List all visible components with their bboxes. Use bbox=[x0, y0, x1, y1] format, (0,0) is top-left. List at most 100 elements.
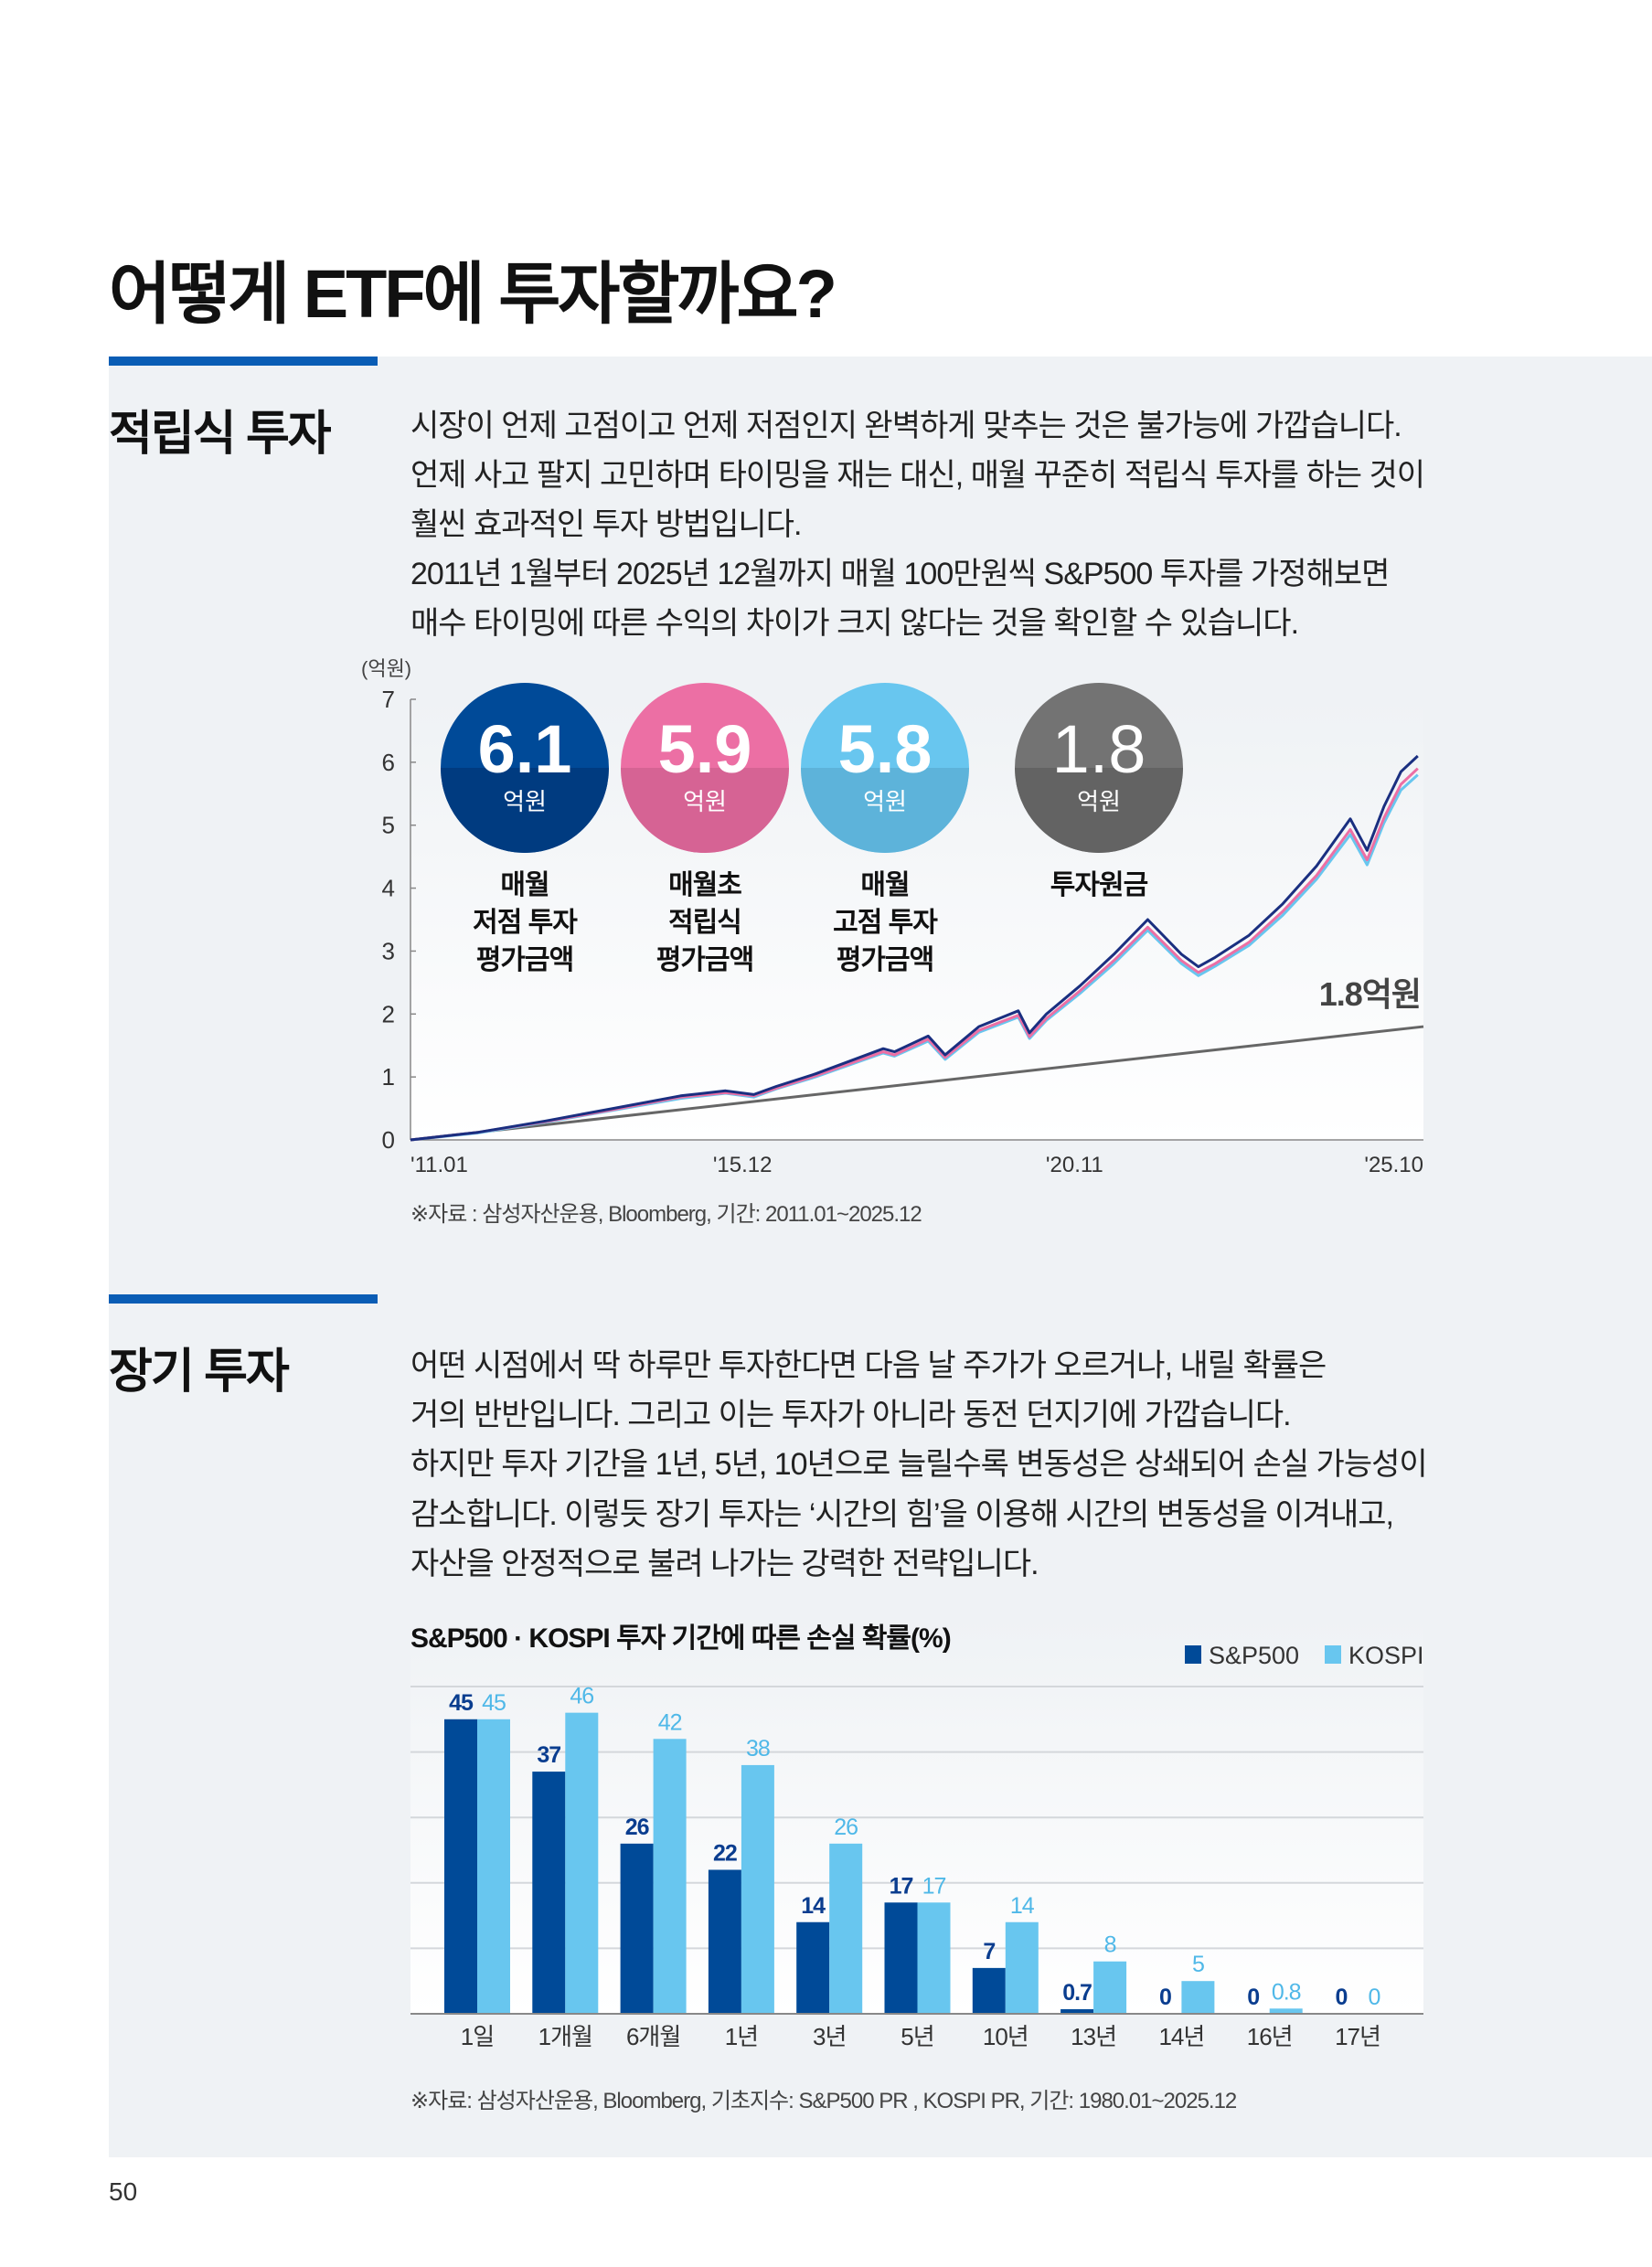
data-label: 0 bbox=[1159, 1985, 1171, 2010]
data-label: 0 bbox=[1336, 1985, 1348, 2010]
x-tick-label: '20.11 bbox=[1046, 1153, 1103, 1177]
circle-label-line: 평가금액 bbox=[475, 945, 574, 975]
circle-unit: 억원 bbox=[1077, 788, 1121, 815]
legend-label: S&P500 bbox=[1209, 1642, 1299, 1669]
x-tick-label: '11.01 bbox=[410, 1153, 468, 1177]
data-label: 45 bbox=[482, 1690, 506, 1716]
bar-kospi bbox=[477, 1719, 510, 2014]
circle-label-line: 매월초 bbox=[668, 870, 742, 900]
data-label: 38 bbox=[746, 1736, 770, 1761]
circle-unit: 억원 bbox=[503, 788, 547, 815]
section-divider bbox=[109, 357, 378, 366]
result-circle: 1.8 억원 bbox=[1015, 683, 1183, 853]
circle-value: 5.9 bbox=[657, 711, 752, 787]
bar-kospi bbox=[1093, 1961, 1127, 2014]
result-circle: 5.9 억원 bbox=[621, 683, 789, 853]
principal-line bbox=[410, 1025, 1424, 1142]
y-tick-label: 3 bbox=[382, 937, 395, 964]
bar-s&p500 bbox=[884, 1902, 918, 2014]
circle-value: 6.1 bbox=[477, 711, 572, 787]
circle-label-line: 적립식 bbox=[668, 908, 742, 938]
result-circle: 6.1 억원 bbox=[441, 683, 609, 853]
x-tick-label: 10년 bbox=[983, 2023, 1029, 2050]
principal-annotation: 1.8억원 bbox=[1319, 975, 1421, 1013]
result-circle: 5.8 억원 bbox=[801, 683, 969, 853]
bar-s&p500 bbox=[532, 1772, 566, 2014]
circle-lower-band bbox=[621, 768, 789, 853]
data-label: 0.7 bbox=[1062, 1980, 1092, 2006]
circle-label-line: 평가금액 bbox=[836, 945, 934, 975]
legend-label: KOSPI bbox=[1348, 1642, 1424, 1669]
legend-swatch-kospi bbox=[1325, 1645, 1341, 1664]
x-tick-label: 16년 bbox=[1247, 2023, 1293, 2050]
circle-label-line: 매월 bbox=[860, 870, 910, 900]
body-line: 하지만 투자 기간을 1년, 5년, 10년으로 늘릴수록 변동성은 상쇄되어 … bbox=[410, 1447, 1428, 1482]
x-tick-label: 1년 bbox=[725, 2023, 758, 2050]
bar-kospi bbox=[1181, 1981, 1215, 2014]
data-label: 14 bbox=[801, 1893, 826, 1919]
chart2-source: ※자료: 삼성자산운용, Bloomberg, 기초지수: S&P500 PR … bbox=[410, 2089, 1237, 2113]
circle-lower-band bbox=[1015, 768, 1183, 853]
y-tick-label: 7 bbox=[382, 686, 395, 713]
circle-label-line: 투자원금 bbox=[1050, 870, 1148, 900]
body-line: 거의 반반입니다. 그리고 이는 투자가 아니라 동전 던지기에 가깝습니다. bbox=[410, 1398, 1292, 1432]
bar-s&p500 bbox=[972, 1967, 1006, 2014]
circle-label-line: 매월 bbox=[500, 870, 549, 900]
y-tick-label: 4 bbox=[382, 875, 395, 902]
series-line-1 bbox=[410, 767, 1419, 1142]
data-label: 5 bbox=[1192, 1952, 1204, 1977]
data-label: 46 bbox=[570, 1684, 593, 1709]
legend-swatch-s&p500 bbox=[1185, 1645, 1201, 1664]
data-label: 7 bbox=[983, 1939, 995, 1964]
bar-kospi bbox=[1005, 1921, 1039, 2014]
circle-lower-band bbox=[441, 768, 609, 853]
circle-value: 1.8 bbox=[1051, 711, 1146, 787]
bar-kospi bbox=[653, 1739, 687, 2014]
bar-kospi bbox=[741, 1764, 774, 2014]
x-tick-label: 5년 bbox=[901, 2023, 933, 2050]
circle-unit: 억원 bbox=[683, 788, 727, 815]
body-line: 2011년 1월부터 2025년 12월까지 매월 100만원씩 S&P500 … bbox=[410, 557, 1390, 591]
bar-kospi bbox=[565, 1712, 599, 2014]
x-tick-label: '25.10 bbox=[1364, 1153, 1423, 1177]
body-line: 감소합니다. 이렇듯 장기 투자는 ‘시간의 힘’을 이용해 시간의 변동성을 … bbox=[410, 1497, 1394, 1532]
data-label: 17 bbox=[922, 1873, 946, 1899]
circle-label-line: 저점 투자 bbox=[473, 908, 578, 938]
section-heading-longterm: 장기 투자 bbox=[109, 1346, 290, 1399]
bar-kospi bbox=[1269, 2008, 1303, 2014]
data-label: 42 bbox=[658, 1709, 682, 1735]
x-tick-label: 3년 bbox=[813, 2023, 846, 2050]
data-label: 22 bbox=[713, 1840, 737, 1866]
data-label: 45 bbox=[449, 1690, 474, 1716]
x-tick-label: 6개월 bbox=[626, 2023, 680, 2050]
data-label: 17 bbox=[890, 1873, 913, 1899]
circle-label-line: 평가금액 bbox=[655, 945, 754, 975]
data-label: 37 bbox=[537, 1742, 560, 1768]
x-tick-label: '15.12 bbox=[713, 1153, 773, 1177]
body-line: 시장이 언제 고점이고 언제 저점인지 완벽하게 맞추는 것은 불가능에 가깝습… bbox=[410, 409, 1402, 443]
body-line: 어떤 시점에서 딱 하루만 투자한다면 다음 날 주가가 오르거나, 내릴 확률… bbox=[410, 1348, 1327, 1383]
data-label: 8 bbox=[1104, 1932, 1116, 1958]
chart-title: S&P500 · KOSPI 투자 기간에 따른 손실 확률(%) bbox=[410, 1623, 951, 1654]
body-line: 훨씬 효과적인 투자 방법입니다. bbox=[410, 507, 802, 542]
bar-s&p500 bbox=[1060, 2008, 1094, 2014]
bar-s&p500 bbox=[796, 1921, 830, 2014]
section-divider bbox=[109, 1294, 378, 1304]
data-label: 0.8 bbox=[1272, 1979, 1301, 2005]
section-heading-dca: 적립식 투자 bbox=[109, 408, 332, 461]
x-tick-label: 1일 bbox=[461, 2023, 494, 2050]
body-line: 언제 사고 팔지 고민하며 타이밍을 재는 대신, 매월 꾸준히 적립식 투자를… bbox=[410, 458, 1425, 493]
circle-label: 투자원금 bbox=[998, 867, 1199, 904]
y-tick-label: 0 bbox=[382, 1126, 395, 1154]
bar-kospi bbox=[917, 1902, 951, 2014]
body-line: 자산을 안정적으로 불려 나가는 강력한 전략입니다. bbox=[410, 1547, 1039, 1581]
y-axis-unit: (억원) bbox=[361, 657, 411, 680]
circle-value: 5.8 bbox=[837, 711, 933, 787]
y-tick-label: 2 bbox=[382, 1000, 395, 1027]
bar-s&p500 bbox=[444, 1719, 477, 2014]
x-tick-label: 1개월 bbox=[538, 2023, 592, 2050]
bar-s&p500 bbox=[620, 1843, 654, 2014]
circle-label: 매월 고점 투자 평가금액 bbox=[784, 867, 986, 979]
